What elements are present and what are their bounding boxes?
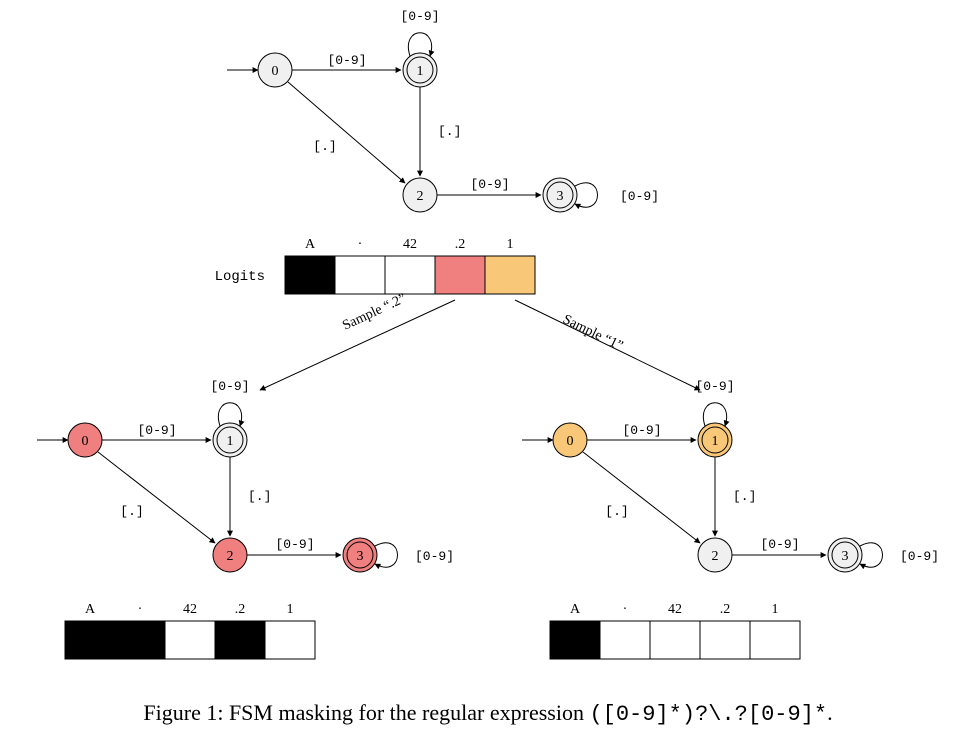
svg-text:[0-9]: [0-9] bbox=[622, 423, 661, 438]
fsm-left: 0 1 2 3 [0-9] [0-9] [.] [.] [0-9] [0-9] bbox=[37, 379, 454, 572]
cell-l-2 bbox=[165, 621, 215, 659]
svg-text:[0-9]: [0-9] bbox=[760, 537, 799, 552]
svg-text:A: A bbox=[570, 602, 581, 617]
svg-text:[0-9]: [0-9] bbox=[695, 379, 734, 394]
svg-text:3: 3 bbox=[842, 549, 849, 564]
fsm-right: 0 1 2 3 [0-9] [0-9] [.] [.] [0-9] [0-9] bbox=[522, 379, 939, 572]
svg-text:42: 42 bbox=[668, 602, 682, 617]
edge-3-3-label: [0-9] bbox=[620, 189, 659, 204]
edge-2-3-label: [0-9] bbox=[470, 177, 509, 192]
cell-l-3 bbox=[215, 621, 265, 659]
svg-text:1: 1 bbox=[227, 434, 234, 449]
svg-text:2: 2 bbox=[227, 549, 234, 564]
fsm-top: 0 1 2 3 [0-9] [0-9] [.] [.] [0-9] [0-9] bbox=[227, 9, 659, 212]
svg-text:0: 0 bbox=[82, 434, 89, 449]
svg-text:[0-9]: [0-9] bbox=[210, 379, 249, 394]
cell-r-4 bbox=[750, 621, 800, 659]
sample-right-label: Sample “1” bbox=[560, 312, 625, 354]
cell-3 bbox=[435, 256, 485, 294]
svg-text:42: 42 bbox=[183, 602, 197, 617]
cell-r-3 bbox=[700, 621, 750, 659]
svg-text:.2: .2 bbox=[235, 602, 246, 617]
svg-text:1: 1 bbox=[712, 434, 719, 449]
cell-2 bbox=[385, 256, 435, 294]
svg-text:[.]: [.] bbox=[605, 504, 628, 519]
cell-r-1 bbox=[600, 621, 650, 659]
svg-text:·: · bbox=[623, 602, 628, 617]
svg-text:[0-9]: [0-9] bbox=[900, 549, 939, 564]
tok-3: .2 bbox=[455, 237, 466, 252]
svg-text:[.]: [.] bbox=[120, 504, 143, 519]
svg-text:.2: .2 bbox=[720, 602, 731, 617]
svg-text:3: 3 bbox=[357, 549, 364, 564]
cell-r-0 bbox=[550, 621, 600, 659]
svg-text:[.]: [.] bbox=[248, 489, 271, 504]
svg-text:A: A bbox=[85, 602, 96, 617]
edge-0-2-label: [.] bbox=[313, 139, 336, 154]
edge-0-1-label: [0-9] bbox=[327, 53, 366, 68]
cell-l-1 bbox=[115, 621, 165, 659]
svg-text:1: 1 bbox=[287, 602, 294, 617]
logits-label: Logits bbox=[215, 269, 265, 285]
tok-4: 1 bbox=[507, 237, 514, 252]
figure-caption: Figure 1: FSM masking for the regular ex… bbox=[143, 700, 832, 727]
svg-text:1: 1 bbox=[772, 602, 779, 617]
svg-text:0: 0 bbox=[567, 434, 574, 449]
cell-l-4 bbox=[265, 621, 315, 659]
edge-1-2-label: [.] bbox=[438, 124, 461, 139]
logits-left: A · 42 .2 1 bbox=[65, 602, 315, 659]
cell-0 bbox=[285, 256, 335, 294]
cell-l-0 bbox=[65, 621, 115, 659]
svg-text:[.]: [.] bbox=[733, 489, 756, 504]
edge-1-1-label: [0-9] bbox=[400, 9, 439, 24]
logits-right: A · 42 .2 1 bbox=[550, 602, 800, 659]
node-1-label: 1 bbox=[417, 64, 424, 79]
logits-top: Logits A · 42 .2 1 bbox=[215, 237, 535, 294]
node-0-label: 0 bbox=[272, 64, 279, 79]
svg-text:·: · bbox=[138, 602, 143, 617]
tok-2: 42 bbox=[403, 237, 417, 252]
tok-0: A bbox=[305, 237, 316, 252]
svg-text:[0-9]: [0-9] bbox=[137, 423, 176, 438]
cell-4 bbox=[485, 256, 535, 294]
tok-1: · bbox=[358, 237, 363, 252]
svg-text:[0-9]: [0-9] bbox=[415, 549, 454, 564]
svg-text:2: 2 bbox=[712, 549, 719, 564]
sample-left-label: Sample “.2” bbox=[340, 291, 408, 334]
svg-text:[0-9]: [0-9] bbox=[275, 537, 314, 552]
node-2-label: 2 bbox=[417, 189, 424, 204]
sample-arrows: Sample “.2” Sample “1” bbox=[260, 291, 700, 390]
node-3-label: 3 bbox=[557, 189, 564, 204]
cell-r-2 bbox=[650, 621, 700, 659]
cell-1 bbox=[335, 256, 385, 294]
